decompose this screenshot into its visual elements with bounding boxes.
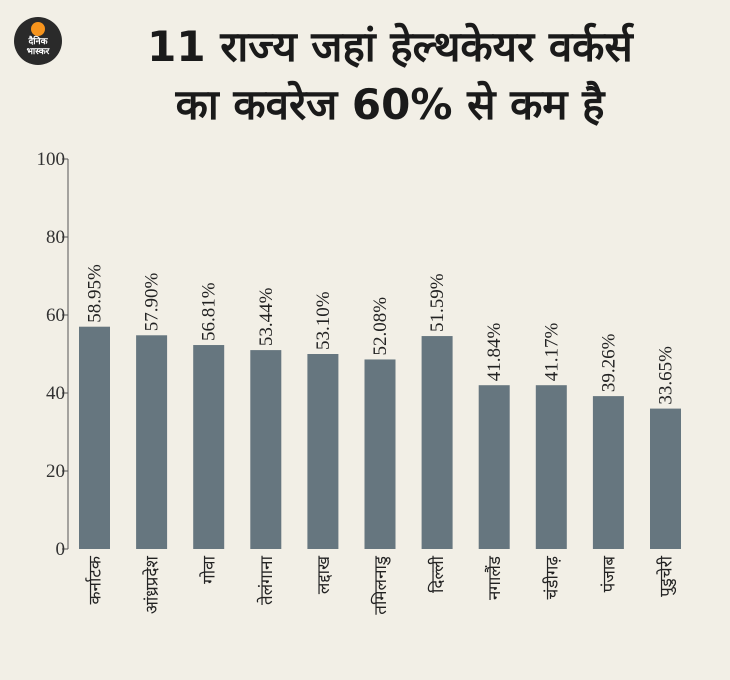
- brand-logo: दैनिक भास्कर: [14, 17, 62, 65]
- data-label: 56.81%: [199, 282, 220, 341]
- bar: [650, 408, 681, 549]
- category-label: तमिलनाडु: [370, 555, 391, 615]
- data-label: 53.44%: [256, 287, 277, 346]
- data-label: 53.10%: [313, 291, 334, 350]
- bar: [421, 336, 453, 549]
- y-tick-label: 100: [37, 149, 66, 170]
- brand-line2: भास्कर: [26, 47, 50, 57]
- data-label: 57.90%: [142, 273, 163, 332]
- category-label: पंजाब: [599, 556, 619, 593]
- data-label: 41.84%: [484, 322, 505, 381]
- bar: [478, 385, 510, 549]
- category-label: दिल्ली: [427, 555, 448, 593]
- data-label: 58.95%: [85, 264, 106, 323]
- sun-icon: [31, 22, 45, 36]
- bar: [136, 335, 168, 549]
- bar: [307, 354, 339, 549]
- category-label: गोवा: [199, 555, 220, 583]
- bar: [250, 350, 282, 549]
- bar: [535, 385, 567, 549]
- bar: [364, 359, 396, 549]
- chart-title: 11 राज्य जहां हेल्थकेयर वर्कर्स का कवरेज…: [70, 18, 710, 134]
- y-tick-label: 0: [56, 539, 66, 560]
- data-label: 39.26%: [598, 333, 619, 392]
- category-label: लद्दाख: [314, 555, 334, 594]
- bar: [79, 326, 110, 549]
- y-tick-label: 40: [46, 383, 65, 404]
- category-label: नगालैंड: [484, 555, 505, 600]
- category-label: आंध्रप्रदेश: [142, 556, 163, 615]
- category-label: तेलंगाना: [256, 555, 277, 605]
- title-line1: 11 राज्य जहां हेल्थकेयर वर्कर्स: [147, 22, 633, 71]
- bar: [592, 396, 624, 549]
- category-label: पुडुचेरी: [656, 555, 677, 596]
- data-label: 33.65%: [656, 346, 677, 405]
- bar: [193, 345, 225, 549]
- y-tick-label: 80: [46, 227, 65, 248]
- category-label: चंडीगढ़: [541, 556, 562, 600]
- category-label: कर्नाटक: [85, 555, 106, 604]
- y-tick-label: 20: [46, 461, 65, 482]
- data-label: 52.08%: [370, 297, 391, 356]
- brand-line1: दैनिक: [28, 37, 48, 47]
- data-label: 51.59%: [427, 273, 448, 332]
- y-tick-label: 60: [46, 305, 65, 326]
- title-line2: का कवरेज 60% से कम है: [175, 80, 605, 129]
- data-label: 41.17%: [541, 322, 562, 381]
